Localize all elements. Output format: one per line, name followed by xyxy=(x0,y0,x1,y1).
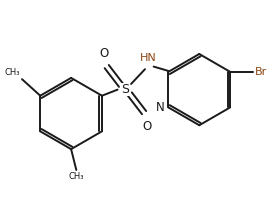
Text: N: N xyxy=(156,101,165,114)
Text: O: O xyxy=(142,120,151,133)
Text: Br: Br xyxy=(254,67,267,77)
Text: CH₃: CH₃ xyxy=(68,172,84,181)
Text: HN: HN xyxy=(140,53,157,63)
Text: CH₃: CH₃ xyxy=(5,68,20,77)
Text: O: O xyxy=(100,47,109,60)
Text: S: S xyxy=(121,83,129,96)
